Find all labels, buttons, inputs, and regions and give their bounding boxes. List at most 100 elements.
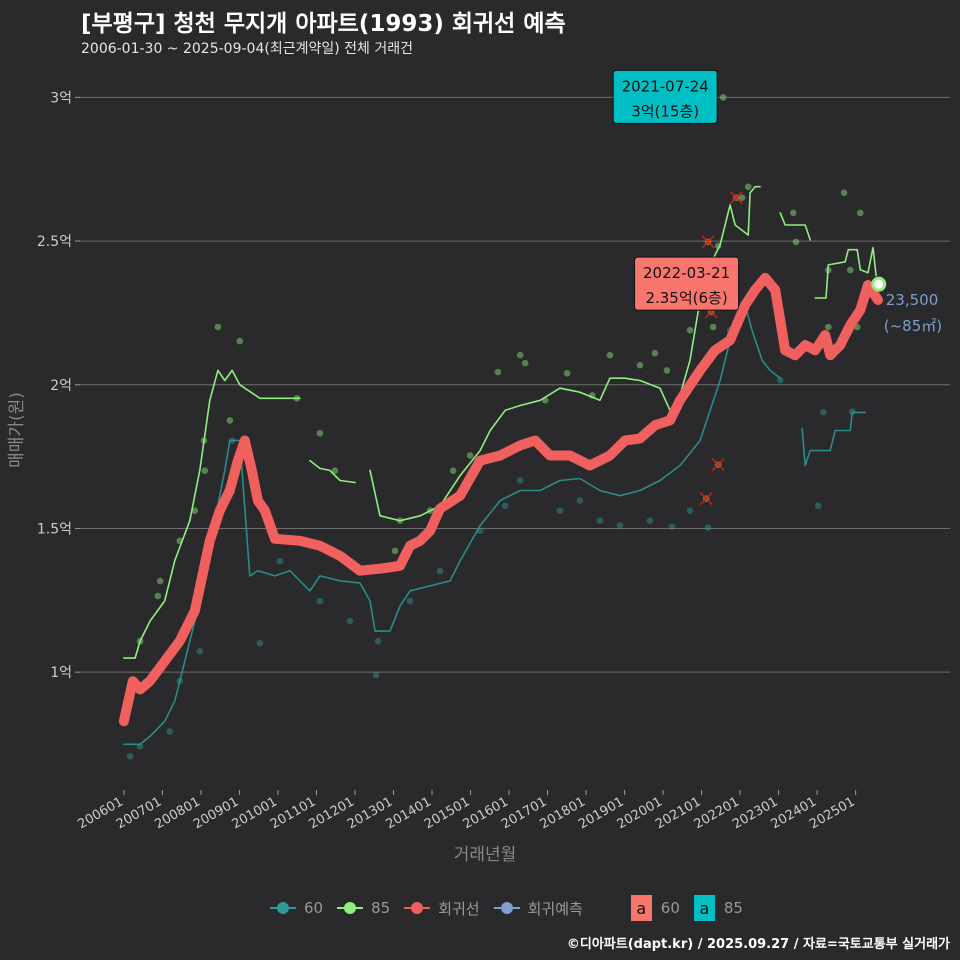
outlier-x-icon — [699, 492, 713, 506]
scatter-point-60 — [276, 557, 284, 565]
scatter-point-60 — [374, 637, 382, 645]
scatter-point-60 — [196, 647, 204, 655]
scatter-point-85 — [719, 94, 727, 101]
prediction-value-label: 23,500 — [886, 291, 939, 309]
y-tick-label: 1.5억 — [37, 521, 72, 537]
scatter-point-85 — [792, 238, 800, 246]
prediction-point — [871, 276, 887, 292]
legend-label: 회귀예측 — [527, 899, 583, 918]
outlier-x-icon — [701, 235, 715, 249]
scatter-point-60 — [346, 617, 354, 625]
scatter-point-60 — [686, 507, 694, 514]
scatter-point-85 — [846, 266, 854, 274]
legend-item-prediction: 회귀예측 — [493, 898, 583, 919]
series-line-85 — [309, 459, 356, 484]
annotation-value: 3억(15층) — [631, 102, 699, 120]
scatter-point-60 — [776, 376, 784, 384]
y-tick-label: 1억 — [50, 665, 72, 681]
y-tick-label: 2억 — [50, 378, 72, 394]
scatter-point-60 — [436, 567, 444, 575]
scatter-point-60 — [166, 728, 174, 735]
scatter-point-85 — [201, 467, 209, 474]
scatter-point-85 — [744, 183, 752, 191]
scatter-point-85 — [738, 194, 746, 201]
legend-label: 60 — [304, 899, 324, 917]
scatter-point-85 — [236, 337, 244, 345]
source-caption: ©디아파트(dapt.kr) / 2025.09.27 / 자료=국토교통부 실… — [566, 937, 950, 952]
annotation-date: 2022-03-21 — [643, 264, 730, 282]
legend-item-85: 85 — [337, 899, 390, 917]
legend-key-prediction-icon — [493, 902, 520, 914]
scatter-point-85 — [214, 323, 222, 331]
scatter-point-85 — [856, 209, 864, 217]
scatter-point-60 — [646, 517, 654, 525]
scatter-point-85 — [563, 369, 571, 377]
annotation-value: 2.35억(6층) — [645, 289, 727, 307]
scatter-point-85 — [516, 351, 524, 359]
scatter-point-85 — [226, 417, 234, 424]
y-tick-label: 2.5억 — [37, 234, 72, 250]
scatter-point-85 — [636, 361, 644, 369]
annotation-box — [634, 256, 740, 311]
scatter-point-85 — [789, 209, 797, 217]
legend-key-85-icon — [337, 902, 364, 914]
scatter-point-60 — [576, 497, 584, 504]
scatter-point-60 — [406, 597, 414, 605]
label-box-60: a — [630, 895, 652, 921]
series-line-85 — [123, 369, 301, 659]
scatter-point-85 — [449, 467, 457, 474]
chart-title: [부평구] 청천 무지개 아파트(1993) 회귀선 예측 — [81, 11, 566, 37]
legend-label: 60 — [660, 899, 680, 917]
scatter-point-60 — [516, 477, 524, 484]
annotation-date: 2021-07-24 — [622, 77, 709, 95]
scatter-point-85 — [686, 326, 694, 334]
legend-label: 85 — [723, 899, 743, 917]
scatter-point-85 — [191, 507, 199, 514]
series-line-regression — [118, 272, 883, 727]
scatter-point-60 — [256, 639, 264, 647]
scatter-point-60 — [819, 409, 827, 416]
chart-canvas: 1억1.5억2억2.5억3억20060120070120080120090120… — [7, 69, 950, 865]
scatter-point-60 — [372, 671, 380, 679]
scatter-point-85 — [840, 189, 848, 197]
scatter-point-85 — [156, 577, 164, 585]
scatter-point-60 — [668, 523, 676, 531]
scatter-point-60 — [596, 517, 604, 525]
legend-item-regression: 회귀선 — [404, 898, 480, 919]
outlier-x-icon — [711, 458, 725, 472]
outlier-x-icon — [729, 191, 743, 205]
scatter-point-85 — [709, 323, 717, 331]
scatter-point-85 — [651, 349, 659, 357]
legend-key-60-icon — [270, 902, 296, 914]
legend-label: 회귀선 — [438, 899, 480, 918]
scatter-point-85 — [494, 368, 502, 376]
scatter-point-85 — [521, 359, 529, 367]
series-line-60 — [123, 304, 781, 746]
scatter-point-60 — [616, 522, 624, 529]
y-tick-label: 3억 — [50, 90, 72, 106]
chart-subtitle: 2006-01-30 ~ 2025-09-04(최근계약일) 전체 거래건 — [81, 41, 413, 57]
scatter-point-85 — [316, 430, 324, 437]
legend: 60 85 회귀선 회귀예측 a 60 a 85 — [270, 895, 757, 921]
legend-item-60: 60 — [270, 899, 323, 917]
scatter-point-85 — [825, 323, 832, 331]
y-axis-label: 매매가(원) — [7, 392, 27, 468]
series-line-85 — [369, 185, 761, 522]
annotation-box — [612, 69, 718, 124]
scatter-point-85 — [154, 592, 162, 600]
series-line-85 — [814, 246, 877, 299]
scatter-point-85 — [606, 351, 614, 359]
scatter-point-60 — [556, 507, 564, 514]
scatter-point-60 — [316, 597, 324, 605]
legend-key-regression-icon — [404, 902, 431, 914]
scatter-point-85 — [391, 547, 399, 555]
series-line-85 — [779, 212, 811, 241]
scatter-point-85 — [331, 467, 339, 474]
series-line-60 — [801, 411, 867, 467]
scatter-point-85 — [663, 367, 671, 374]
scatter-point-60 — [126, 753, 134, 760]
scatter-point-85 — [466, 452, 474, 459]
legend-label: 85 — [371, 899, 391, 917]
scatter-point-60 — [501, 502, 509, 510]
label-box-85: a — [693, 895, 715, 921]
